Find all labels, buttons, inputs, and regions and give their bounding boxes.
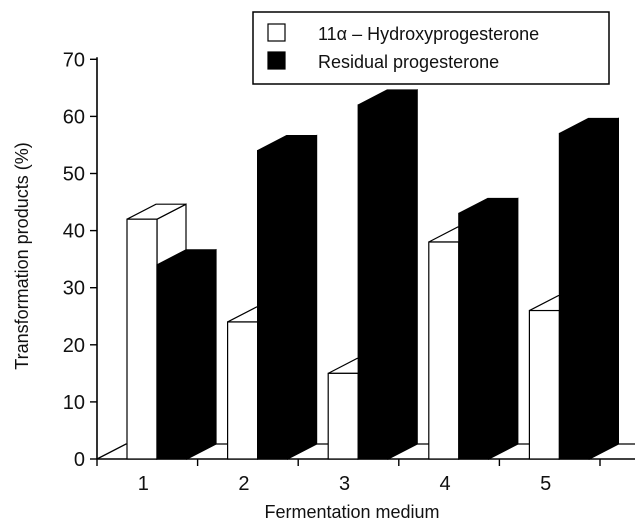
y-tick-label: 60 <box>63 106 85 128</box>
bar-residual-progesterone-front <box>558 132 591 460</box>
bar-residual-progesterone <box>458 197 519 460</box>
y-tick-label: 70 <box>63 49 85 71</box>
x-tick-label: 5 <box>540 473 551 495</box>
bar-residual-progesterone-front <box>156 264 188 460</box>
bars <box>126 88 619 460</box>
bar-residual-progesterone-front <box>357 104 389 460</box>
bar-residual-progesterone-side <box>588 117 619 460</box>
bar-residual-progesterone-front <box>458 212 490 460</box>
bar-residual-progesterone-front <box>257 150 289 460</box>
y-tick-label: 20 <box>63 335 85 357</box>
legend-label-hydroxyprogesterone: 11α – Hydroxyprogesterone <box>318 24 539 44</box>
legend-swatch-hydroxyprogesterone <box>267 23 286 42</box>
x-tick-label: 1 <box>138 473 149 495</box>
bar-hydroxyprogesterone-front <box>327 372 359 460</box>
y-tick-label: 10 <box>63 392 85 414</box>
bar-hydroxyprogesterone-front <box>428 241 460 460</box>
bar-residual-progesterone <box>257 134 318 460</box>
bar-residual-progesterone <box>156 248 217 460</box>
y-tick-label: 50 <box>63 164 85 186</box>
bar-residual-progesterone-side <box>387 88 418 460</box>
legend: 11α – Hydroxyprogesterone Residual proge… <box>252 11 610 85</box>
y-tick-label: 30 <box>63 278 85 300</box>
x-tick-label: 2 <box>238 473 249 495</box>
x-tick-label: 4 <box>440 473 451 495</box>
bar-hydroxyprogesterone-front <box>227 321 259 460</box>
x-axis-title: Fermentation medium <box>264 502 439 520</box>
bar-residual-progesterone-side <box>186 248 217 460</box>
bar-hydroxyprogesterone-front <box>126 218 158 460</box>
bar-residual-progesterone <box>357 88 418 460</box>
y-tick-label: 40 <box>63 221 85 243</box>
y-tick-label: 0 <box>74 449 85 471</box>
legend-label-residual-progesterone: Residual progesterone <box>318 52 499 72</box>
legend-frame <box>252 11 610 85</box>
bar-residual-progesterone-side <box>488 197 519 460</box>
bar-hydroxyprogesterone-front <box>528 309 561 460</box>
bar-residual-progesterone <box>558 117 619 460</box>
y-axis-title: Transformation products (%) <box>12 142 32 369</box>
legend-swatch-residual-progesterone <box>267 51 286 70</box>
bar-residual-progesterone-side <box>287 134 318 460</box>
x-tick-label: 3 <box>339 473 350 495</box>
